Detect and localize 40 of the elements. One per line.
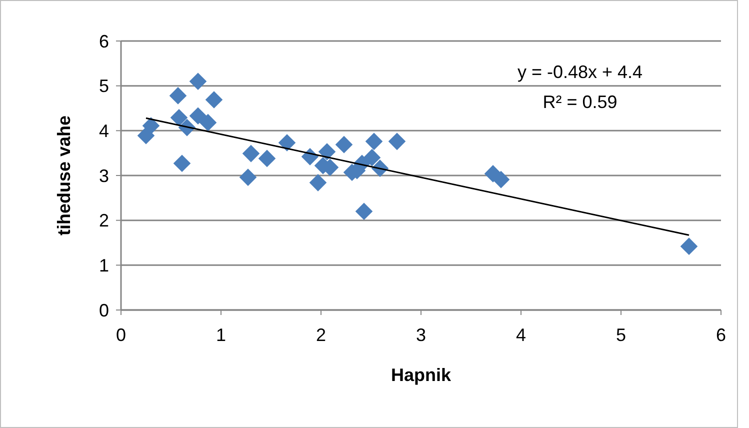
point (189, 72, 207, 90)
annotation: y = -0.48x + 4.4 (517, 62, 643, 82)
y-tick-label: 2 (98, 210, 109, 231)
x-tick-label: 4 (516, 325, 526, 345)
x-tick-label: 1 (216, 325, 226, 345)
point (189, 107, 207, 125)
x-tick-label: 0 (116, 325, 126, 345)
y-tick-label: 3 (98, 166, 109, 186)
point (335, 136, 353, 154)
point (492, 170, 510, 188)
annotation: R² = 0.59 (542, 92, 618, 112)
point (318, 143, 336, 160)
point (258, 150, 276, 168)
y-tick-label: 5 (98, 76, 109, 96)
point (169, 87, 187, 104)
y-tick-label: 0 (98, 300, 109, 320)
point (242, 144, 260, 162)
point (199, 114, 217, 132)
point (137, 126, 155, 144)
point (142, 117, 160, 134)
point (205, 91, 223, 108)
y-axis-title: tiheduse vahe (54, 115, 74, 236)
point (680, 238, 698, 255)
x-tick-label: 3 (416, 325, 426, 345)
point (388, 132, 406, 150)
point (170, 109, 188, 126)
x-axis-title: Hapnik (390, 365, 452, 385)
x-tick-label: 2 (316, 325, 326, 345)
point (355, 202, 373, 220)
y-tick-label: 1 (98, 255, 109, 276)
point (309, 174, 327, 192)
point (365, 132, 383, 150)
point (278, 134, 296, 152)
y-tick-label: 4 (98, 120, 109, 141)
x-tick-label: 6 (716, 325, 726, 345)
x-tick-label: 5 (616, 325, 626, 345)
point (363, 148, 381, 166)
y-tick-label: 6 (98, 31, 109, 52)
point (173, 154, 191, 172)
point (239, 168, 257, 186)
